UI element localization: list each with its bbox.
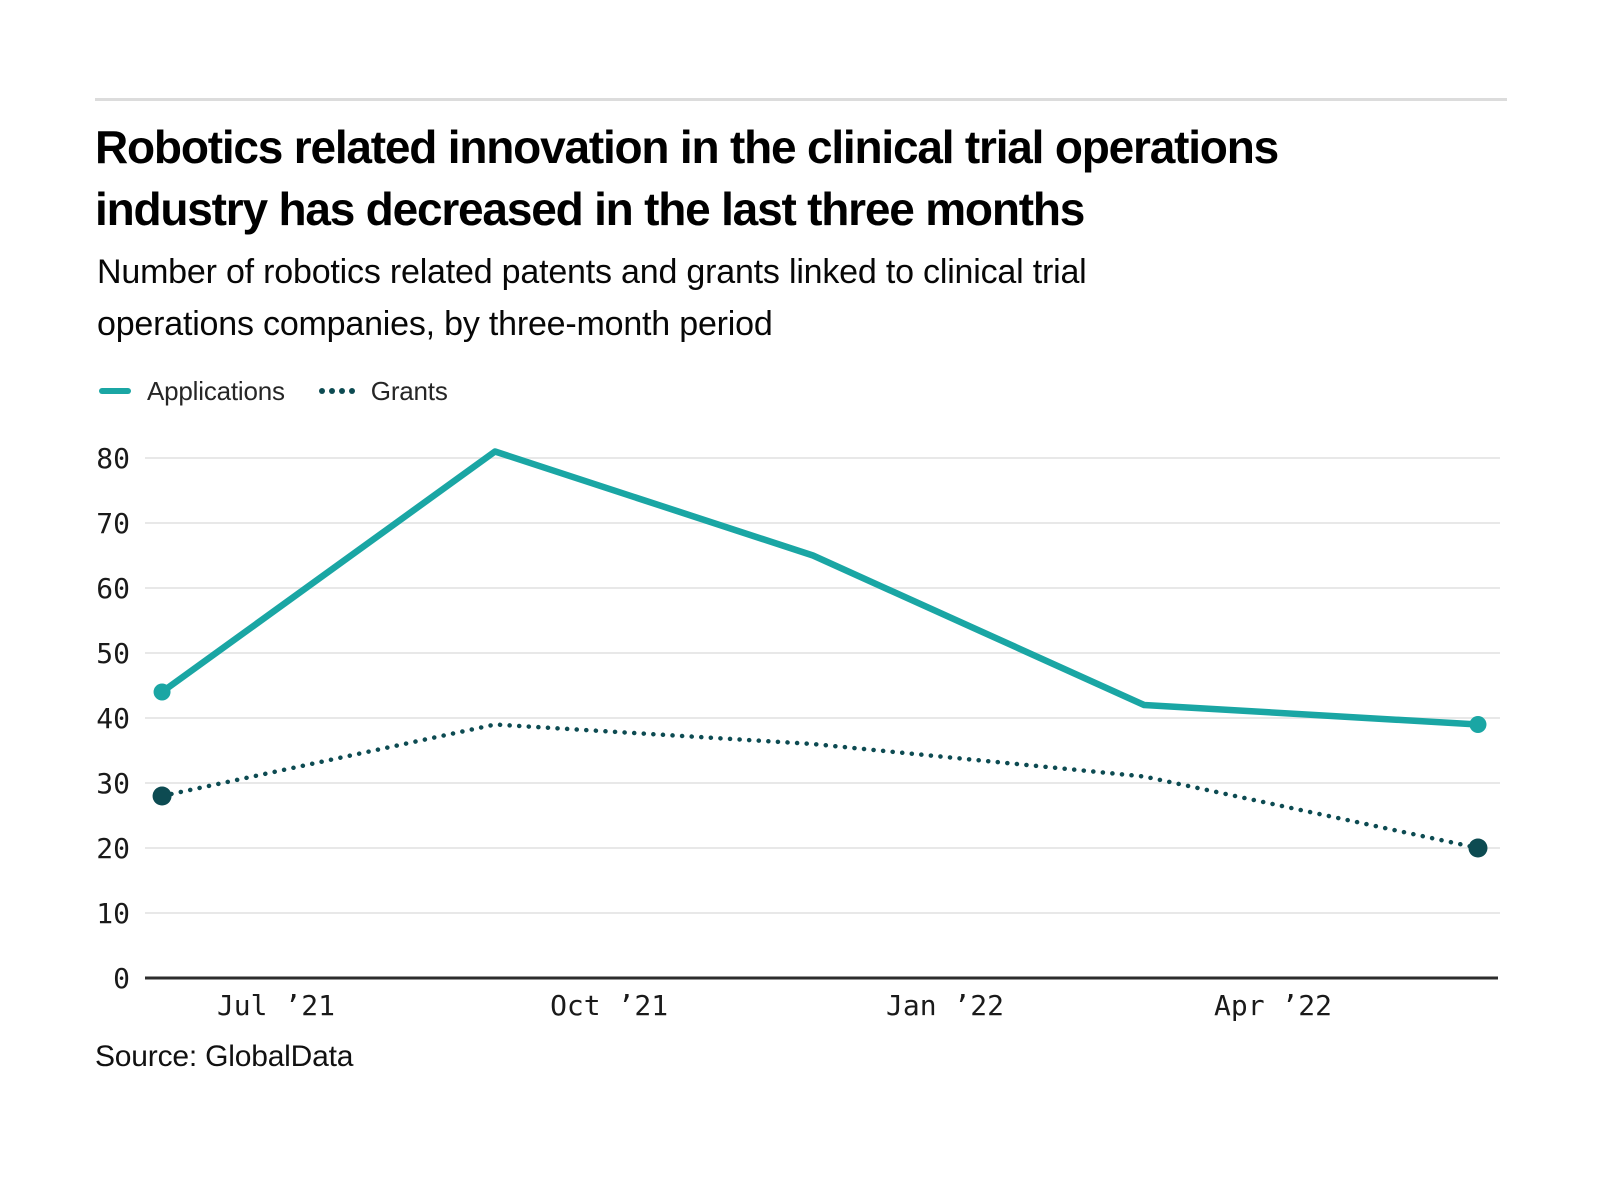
line-chart-svg: 0 10 20 30 40 50 60 70 80 Jul ’21 Oct ’21 Jan ’22 Ap… — [96, 442, 1500, 1022]
x-axis-tick-label: Apr ’22 — [1214, 989, 1332, 1022]
chart-legend: Applications Grants — [99, 376, 448, 406]
grants-dotted-swatch — [318, 388, 355, 394]
line-chart: 0 10 20 30 40 50 60 70 80 Jul ’21 Oct ’21 Jan ’22 Ap… — [0, 420, 1600, 1045]
chart-subtitle: Number of robotics related patents and g… — [97, 246, 1457, 350]
legend-item-applications: Applications — [99, 376, 285, 407]
subtitle-line-2: operations companies, by three-month per… — [97, 305, 773, 343]
y-axis-tick-label: 80 — [96, 442, 130, 475]
y-axis-tick-label: 10 — [96, 897, 130, 930]
title-line-1: Robotics related innovation in the clini… — [95, 121, 1279, 173]
y-axis-tick-label: 20 — [96, 832, 130, 865]
legend-item-grants: Grants — [318, 375, 448, 407]
dot-icon — [348, 388, 355, 394]
legend-label-grants: Grants — [370, 375, 448, 406]
applications-endpoint-marker — [1469, 716, 1487, 733]
x-axis-tick-label: Jul ’21 — [217, 989, 335, 1022]
x-axis-tick-label: Oct ’21 — [550, 989, 668, 1022]
title-line-2: industry has decreased in the last three… — [95, 183, 1085, 235]
grants-line — [159, 722, 1481, 851]
applications-endpoint-marker — [153, 683, 171, 701]
grants-endpoint-marker — [1468, 838, 1488, 858]
top-divider — [95, 98, 1507, 101]
y-axis-tick-label: 50 — [96, 637, 130, 670]
dot-icon — [338, 388, 345, 394]
dot-icon — [318, 388, 325, 394]
source-note: Source: GlobalData — [95, 1040, 354, 1073]
y-axis-tick-label: 70 — [96, 507, 130, 540]
y-axis-tick-label: 60 — [96, 572, 130, 605]
applications-line-swatch — [99, 388, 131, 394]
applications-line — [158, 448, 1482, 728]
legend-label-applications: Applications — [147, 375, 285, 406]
x-axis-tick-label: Jan ’22 — [886, 989, 1004, 1022]
y-axis-tick-label: 30 — [96, 767, 130, 800]
chart-title: Robotics related innovation in the clini… — [95, 116, 1555, 240]
y-axis-tick-label: 40 — [96, 702, 130, 735]
subtitle-line-1: Number of robotics related patents and g… — [97, 253, 1087, 291]
y-axis-tick-label: 0 — [113, 962, 130, 995]
dot-icon — [328, 388, 335, 394]
grants-endpoint-marker — [152, 786, 172, 806]
